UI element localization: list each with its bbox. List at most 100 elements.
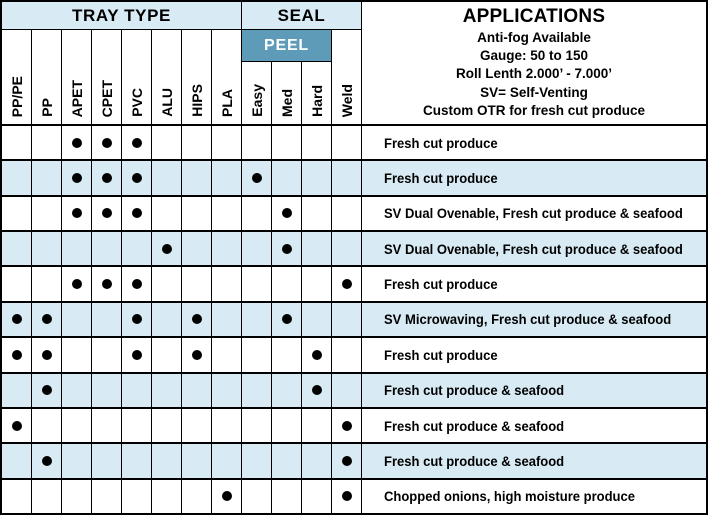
matrix-cell-row5-pla xyxy=(212,267,241,301)
matrix-cell-row6-med xyxy=(272,302,301,337)
matrix-cell-row6-pp-pe xyxy=(2,302,31,337)
matrix-cell-row2-pp xyxy=(32,161,61,195)
matrix-cell-row11-hard xyxy=(302,479,331,513)
matrix-cell-row10-weld xyxy=(332,444,361,478)
applications-header: APPLICATIONS Anti-fog Available Gauge: 5… xyxy=(362,2,706,124)
matrix-cell-row11-weld xyxy=(332,479,361,513)
column-header-weld-label: Weld xyxy=(338,83,355,117)
dot-marker xyxy=(281,314,292,325)
application-cell-row5: Fresh cut produce xyxy=(362,267,706,301)
dot-marker xyxy=(281,208,292,219)
dot-marker xyxy=(191,349,202,360)
application-cell-row7: Fresh cut produce xyxy=(362,338,706,372)
matrix-cell-row11-alu xyxy=(152,479,181,513)
matrix-cell-row3-pp xyxy=(32,196,61,231)
applications-note-roll-length: Roll Lenth 2.000’ - 7.000’ xyxy=(455,66,613,82)
matrix-cell-row10-med xyxy=(272,444,301,478)
matrix-cell-row8-pvc xyxy=(122,373,151,407)
application-cell-row9: Fresh cut produce & seafood xyxy=(362,408,706,443)
matrix-cell-row8-pp-pe xyxy=(2,373,31,407)
seal-header: SEAL xyxy=(242,2,361,29)
matrix-cell-row9-easy xyxy=(242,408,271,443)
matrix-cell-row6-pp xyxy=(32,302,61,337)
matrix-cell-row2-med xyxy=(272,161,301,195)
matrix-cell-row11-pla xyxy=(212,479,241,513)
applications-note-self-venting: SV= Self-Venting xyxy=(480,84,588,100)
dot-marker xyxy=(131,279,142,290)
matrix-cell-row5-hips xyxy=(182,267,211,301)
matrix-cell-row9-weld xyxy=(332,408,361,443)
application-cell-row6: SV Microwaving, Fresh cut produce & seaf… xyxy=(362,302,706,337)
applications-note-antifog: Anti-fog Available xyxy=(477,29,591,45)
matrix-cell-row5-alu xyxy=(152,267,181,301)
matrix-cell-row5-med xyxy=(272,267,301,301)
matrix-cell-row10-hard xyxy=(302,444,331,478)
application-text: Fresh cut produce xyxy=(384,276,498,293)
application-text: Fresh cut produce xyxy=(384,170,498,187)
application-cell-row8: Fresh cut produce & seafood xyxy=(362,373,706,407)
matrix-cell-row5-pp xyxy=(32,267,61,301)
peel-label: PEEL xyxy=(264,36,309,54)
matrix-cell-row6-hips xyxy=(182,302,211,337)
matrix-cell-row8-pla xyxy=(212,373,241,407)
application-cell-row11: Chopped onions, high moisture produce xyxy=(362,479,706,513)
matrix-cell-row9-apet xyxy=(62,408,91,443)
matrix-cell-row9-pvc xyxy=(122,408,151,443)
matrix-cell-row2-alu xyxy=(152,161,181,195)
matrix-cell-row7-alu xyxy=(152,338,181,372)
matrix-cell-row4-hips xyxy=(182,232,211,266)
matrix-cell-row6-weld xyxy=(332,302,361,337)
matrix-cell-row9-alu xyxy=(152,408,181,443)
matrix-cell-row1-apet xyxy=(62,126,91,160)
matrix-cell-row4-pvc xyxy=(122,232,151,266)
matrix-cell-row2-easy xyxy=(242,161,271,195)
column-header-hips-label: HIPS xyxy=(188,84,205,117)
application-text: Fresh cut produce xyxy=(384,346,498,363)
dot-marker xyxy=(221,491,232,502)
dot-marker xyxy=(131,349,142,360)
dot-marker xyxy=(101,137,112,148)
column-header-pvc-label: PVC xyxy=(128,88,145,117)
dot-marker xyxy=(341,491,352,502)
column-header-easy-label: Easy xyxy=(248,84,265,117)
matrix-cell-row1-easy xyxy=(242,126,271,160)
column-header-pp-pe-label: PP/PE xyxy=(8,75,25,117)
column-header-weld: Weld xyxy=(332,30,361,124)
tray-type-label: TRAY TYPE xyxy=(72,5,171,25)
matrix-body: Fresh cut produce Fresh cut produce SV Dua… xyxy=(2,126,706,513)
application-text: Fresh cut produce & seafood xyxy=(384,452,565,469)
tray-type-header: TRAY TYPE xyxy=(2,2,241,29)
matrix-cell-row10-alu xyxy=(152,444,181,478)
matrix-cell-row7-easy xyxy=(242,338,271,372)
matrix-cell-row5-apet xyxy=(62,267,91,301)
matrix-cell-row8-weld xyxy=(332,373,361,407)
dot-marker xyxy=(311,349,322,360)
matrix-cell-row2-hard xyxy=(302,161,331,195)
dot-marker xyxy=(341,279,352,290)
matrix-cell-row4-alu xyxy=(152,232,181,266)
application-text: SV Microwaving, Fresh cut produce & seaf… xyxy=(384,311,672,328)
matrix-cell-row6-cpet xyxy=(92,302,121,337)
dot-marker xyxy=(41,455,52,466)
matrix-cell-row1-alu xyxy=(152,126,181,160)
peel-header: PEEL xyxy=(242,30,331,61)
seal-label: SEAL xyxy=(277,5,326,25)
matrix-cell-row4-hard xyxy=(302,232,331,266)
matrix-cell-row6-pvc xyxy=(122,302,151,337)
matrix-cell-row3-hard xyxy=(302,196,331,231)
matrix-cell-row11-cpet xyxy=(92,479,121,513)
matrix-cell-row7-pp-pe xyxy=(2,338,31,372)
matrix-cell-row8-cpet xyxy=(92,373,121,407)
matrix-cell-row9-pp-pe xyxy=(2,408,31,443)
dot-marker xyxy=(41,349,52,360)
matrix-cell-row4-apet xyxy=(62,232,91,266)
matrix-cell-row1-pla xyxy=(212,126,241,160)
matrix-cell-row5-hard xyxy=(302,267,331,301)
column-header-pp-label: PP xyxy=(38,98,55,117)
matrix-cell-row3-med xyxy=(272,196,301,231)
matrix-cell-row11-apet xyxy=(62,479,91,513)
dot-marker xyxy=(191,314,202,325)
matrix-cell-row5-pp-pe xyxy=(2,267,31,301)
matrix-cell-row8-easy xyxy=(242,373,271,407)
